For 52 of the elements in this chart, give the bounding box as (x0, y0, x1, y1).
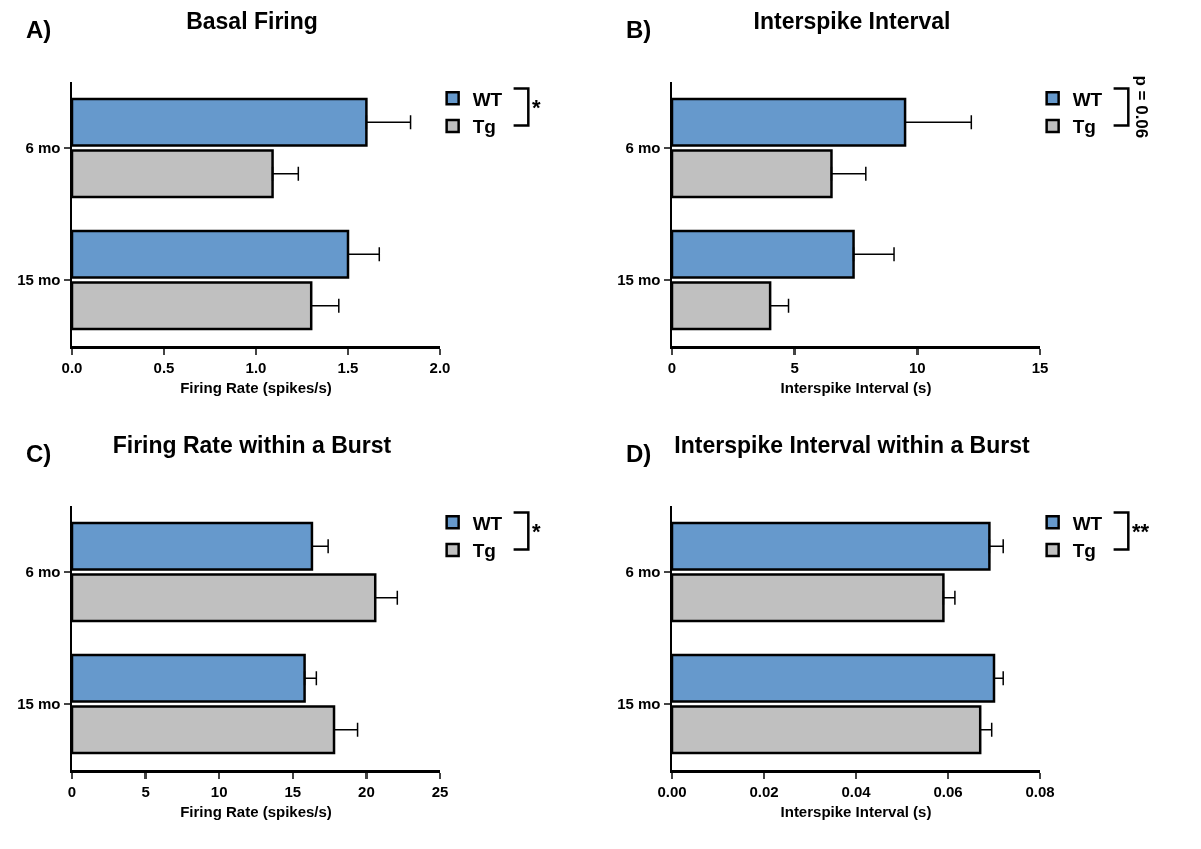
text: D) (626, 440, 652, 467)
y-tick-label: 15 mo (17, 695, 61, 713)
y-tick-label: 15 mo (617, 271, 661, 289)
text: p = 0.06 (1131, 75, 1151, 139)
x-tick-label: 0.08 (1025, 782, 1055, 800)
x-tick-label: 2.0 (429, 358, 451, 376)
legend-label: Tg (472, 540, 496, 562)
x-tick-label: 5 (141, 782, 150, 800)
x-tick-label: 10 (210, 782, 228, 800)
x-tick-label: 15 (284, 782, 302, 800)
x-tick-label: 0.00 (657, 782, 687, 800)
legend-label: Tg (1072, 540, 1096, 562)
text: * (532, 519, 541, 544)
x-tick-label: 0.0 (61, 358, 83, 376)
legend-label: WT (472, 88, 503, 110)
y-tick-label: 6 mo (625, 139, 661, 157)
x-axis-title: Firing Rate (spikes/s) (180, 378, 332, 396)
text: A) (26, 16, 52, 43)
y-tick-label: 15 mo (17, 271, 61, 289)
y-tick-label: 6 mo (25, 563, 61, 581)
x-tick-label: 5 (790, 358, 799, 376)
text: ** (1132, 519, 1150, 544)
legend-label: WT (1072, 88, 1103, 110)
legend-label: WT (472, 512, 503, 534)
x-tick-label: 0.5 (153, 358, 175, 376)
x-axis-title: Firing Rate (spikes/s) (180, 802, 332, 820)
x-tick-label: 0 (67, 782, 77, 800)
y-tick-label: 6 mo (25, 139, 61, 157)
text: * (532, 95, 541, 120)
legend-label: WT (1072, 512, 1103, 534)
chart-title: Interspike Interval (753, 8, 951, 35)
text: C) (26, 440, 52, 467)
x-tick-label: 15 (1031, 358, 1049, 376)
x-tick-label: 10 (908, 358, 926, 376)
chart-title: Interspike Interval within a Burst (674, 432, 1030, 459)
x-tick-label: 1.0 (245, 358, 267, 376)
x-tick-label: 0.06 (933, 782, 963, 800)
chart-title: Basal Firing (186, 8, 318, 35)
legend-label: Tg (1072, 116, 1096, 138)
x-tick-label: 1.5 (337, 358, 359, 376)
x-tick-label: 0.02 (749, 782, 779, 800)
x-tick-label: 0.04 (841, 782, 872, 800)
text: B) (626, 16, 652, 43)
x-tick-label: 0 (667, 358, 677, 376)
y-tick-label: 15 mo (617, 695, 661, 713)
x-tick-label: 25 (431, 782, 449, 800)
chart-title: Firing Rate within a Burst (112, 432, 392, 459)
x-axis-title: Interspike Interval (s) (780, 378, 932, 396)
x-axis-title: Interspike Interval (s) (780, 802, 932, 820)
x-tick-label: 20 (358, 782, 375, 800)
legend-label: Tg (472, 116, 496, 138)
y-tick-label: 6 mo (625, 563, 661, 581)
